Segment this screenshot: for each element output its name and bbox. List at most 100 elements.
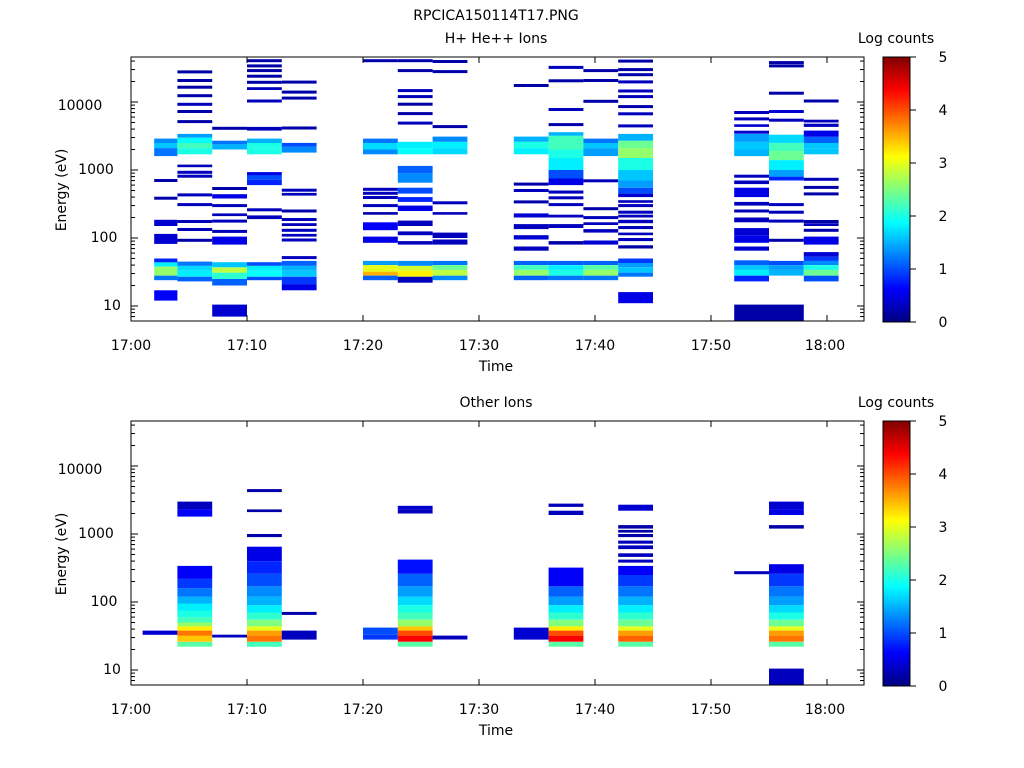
heatmap-cell [247, 276, 282, 281]
heatmap-cell [397, 605, 433, 613]
heatmap-cells [142, 489, 804, 685]
heatmap-cell [513, 224, 549, 230]
heatmap-cell [618, 272, 653, 277]
heatmap-cell [618, 133, 653, 141]
x-tick-label: 18:00 [805, 702, 845, 718]
x-tick-label: 18:00 [805, 338, 845, 354]
heatmap-cell [583, 216, 619, 220]
heatmap-cell [212, 634, 247, 638]
heatmap-cell [432, 141, 468, 149]
heatmap-cell [177, 630, 213, 636]
heatmap-cell [618, 105, 653, 109]
heatmap-cell [734, 246, 769, 251]
heatmap-cell [513, 235, 549, 240]
heatmap-cell [397, 509, 433, 514]
heatmap-cell [212, 267, 247, 273]
heatmap-cell [548, 123, 584, 127]
heatmap-cell [247, 215, 282, 220]
heatmap-cell [397, 270, 433, 277]
heatmap-cell [363, 187, 398, 191]
heatmap-cell [734, 130, 769, 134]
heatmap-cell [154, 233, 178, 244]
heatmap-cell [769, 219, 804, 223]
heatmap-cell [363, 627, 398, 635]
heatmap-cell [734, 265, 769, 270]
heatmap-cell [397, 630, 433, 636]
heatmap-cell [513, 269, 549, 276]
heatmap-cell [281, 284, 317, 291]
heatmap-cell [548, 178, 584, 186]
heatmap-cell [769, 160, 804, 170]
heatmap-cell [618, 641, 653, 647]
heatmap-cell [769, 210, 804, 214]
colorbar-tick-label: 0 [939, 315, 948, 331]
heatmap-cell [548, 275, 584, 281]
heatmap-cell [618, 193, 653, 198]
heatmap-cell [177, 79, 213, 82]
heatmap-cell [618, 226, 653, 230]
heatmap-cell [803, 177, 839, 181]
heatmap-cell [397, 612, 433, 620]
heatmap-cell [281, 611, 317, 615]
heatmap-cell [618, 525, 653, 529]
heatmap-cell [583, 148, 619, 157]
heatmap-cell [618, 292, 653, 304]
heatmap-cell [618, 529, 653, 533]
heatmap-cell [212, 204, 247, 208]
heatmap-cell [142, 630, 178, 635]
colorbar-tick-label: 1 [939, 262, 948, 278]
heatmap-cell [583, 142, 619, 148]
heatmap-cell [177, 133, 213, 138]
heatmap-cell [583, 269, 619, 276]
heatmap-cell [618, 210, 653, 214]
heatmap-cell [432, 201, 468, 205]
heatmap-cell [247, 138, 282, 143]
heatmap-cell [432, 148, 468, 155]
heatmap-cell [397, 220, 433, 226]
heatmap-cell [548, 224, 584, 228]
heatmap-cell [513, 141, 549, 149]
heatmap-cell [281, 630, 317, 640]
heatmap-cell [583, 79, 619, 82]
heatmap-cell [769, 612, 804, 620]
heatmap-cell [177, 94, 213, 98]
heatmap-cell [618, 534, 653, 538]
heatmap-cell [397, 265, 433, 271]
heatmap-cell [803, 220, 839, 223]
heatmap-cell [548, 269, 584, 276]
heatmap-cell [618, 232, 653, 236]
heatmap-cell [281, 126, 317, 130]
heatmap-cell [177, 220, 213, 223]
colorbar-label: Log counts [858, 395, 934, 411]
heatmap-cell [177, 641, 213, 647]
heatmap-cell [247, 534, 282, 538]
heatmap-cell [177, 261, 213, 266]
heatmap-cell [769, 265, 804, 270]
x-tick-label: 17:20 [343, 702, 383, 718]
colorbar-tick-label: 5 [939, 414, 948, 430]
heatmap-cell [513, 200, 549, 204]
heatmap-cell [281, 256, 317, 260]
panel-other-ions: Other Ions 10000 1000 100 10 17:00 17:10… [54, 395, 948, 739]
heatmap-cell [212, 187, 247, 190]
heatmap-cell [769, 635, 804, 642]
x-tick-label: 17:40 [575, 338, 615, 354]
heatmap-cell [154, 142, 178, 148]
heatmap-cell [618, 219, 653, 224]
heatmap-cell [548, 241, 584, 245]
heatmap-cell [803, 275, 839, 282]
x-axis-label: Time [478, 359, 513, 375]
heatmap-cell [618, 626, 653, 631]
heatmap-cell [734, 260, 769, 266]
y-tick-label: 10 [103, 662, 121, 678]
heatmap-cell [397, 187, 433, 194]
heatmap-cell [281, 228, 317, 232]
heatmap-cell [734, 201, 769, 206]
heatmap-cell [618, 635, 653, 642]
heatmap-cell [734, 304, 769, 321]
heatmap-cell [281, 146, 317, 153]
heatmap-cell [734, 217, 769, 223]
heatmap-cell [397, 69, 433, 73]
heatmap-cell [247, 605, 282, 613]
heatmap-cell [769, 269, 804, 276]
